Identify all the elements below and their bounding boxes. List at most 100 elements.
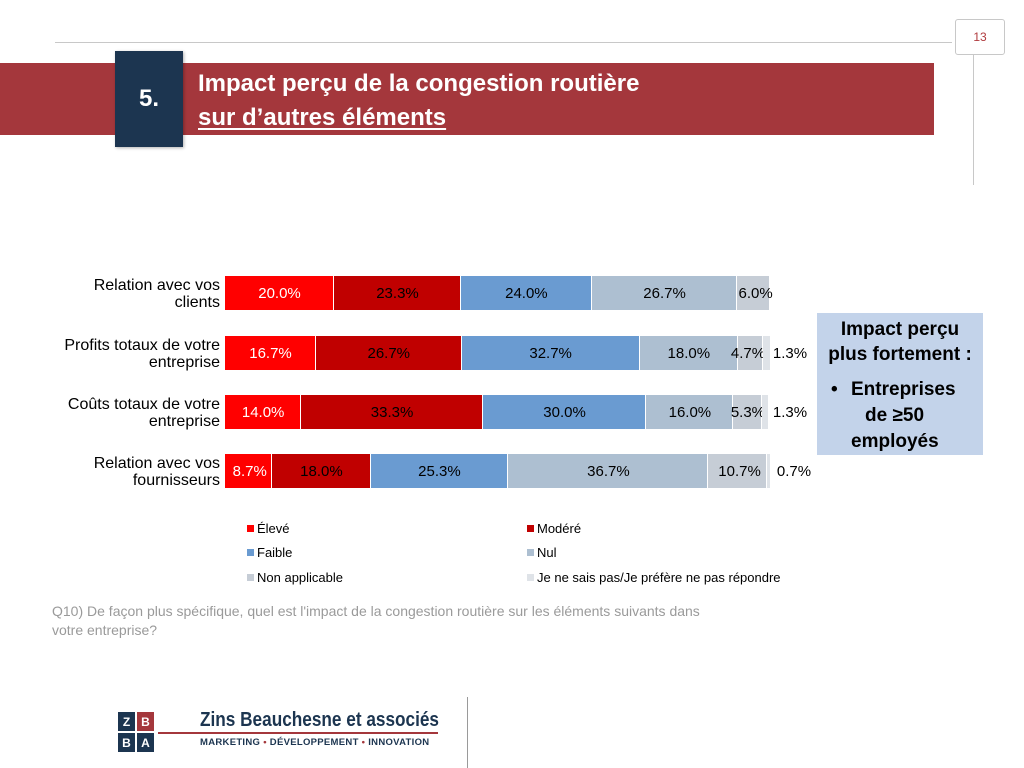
bar-segment [737, 336, 764, 370]
page-title: Impact perçu de la congestion routière s… [198, 67, 639, 135]
legend-item: Élevé [247, 521, 290, 536]
bar-segment [225, 276, 334, 310]
data-label: 16.0% [668, 404, 712, 421]
bar-segment [225, 454, 273, 488]
category-label-line: entreprise [148, 413, 220, 430]
legend-label: Nul [537, 545, 557, 560]
category-label: Relation avec vos clients [10, 277, 220, 311]
bar-segment [591, 276, 738, 310]
category-label-line: fournisseurs [132, 472, 220, 489]
page-title-line-1: Impact perçu de la congestion routière [198, 70, 640, 97]
bar-segment [762, 395, 770, 429]
company-tagline: MARKETING • DÉVELOPPEMENT • INNOVATION [200, 737, 429, 748]
bar-segment [225, 395, 302, 429]
data-label: 6.0% [738, 285, 773, 302]
bar-segment [334, 276, 461, 310]
bar-segment [461, 336, 640, 370]
data-label: 14.0% [241, 404, 285, 421]
category-label-line: entreprise [148, 354, 220, 371]
bar-segment [639, 336, 738, 370]
data-label: 1.3% [772, 345, 808, 362]
legend-swatch [527, 525, 534, 532]
legend-label: Modéré [537, 521, 582, 536]
bar-segment [460, 276, 592, 310]
bar-segment [763, 336, 771, 370]
data-label: 16.7% [249, 345, 292, 362]
bar-segment [225, 336, 316, 370]
logo-cell-b-bottom: B [118, 733, 135, 752]
data-label: 4.7% [730, 345, 766, 362]
bar-segment [766, 454, 771, 488]
callout-bullet-line-2: de ≥50 [865, 405, 925, 426]
footer-divider [467, 697, 468, 768]
data-label: 0.7% [776, 463, 812, 480]
data-label: 1.3% [772, 404, 808, 421]
data-label: 23.3% [376, 285, 419, 302]
callout-list: Entreprises de ≥50 employés [817, 377, 983, 455]
callout-bullet-line-1: Entreprises [851, 379, 956, 400]
data-label: 32.7% [529, 345, 572, 362]
bar-segment [708, 454, 767, 488]
data-label: 18.0% [667, 345, 711, 362]
category-label-line: clients [174, 294, 220, 311]
category-label-line: Relation avec vos [93, 455, 220, 472]
data-label: 26.7% [367, 345, 411, 362]
section-number: 5. [115, 51, 183, 147]
data-label: 25.3% [418, 463, 461, 480]
company-logo: Z B B A [118, 712, 154, 752]
bar-segment [301, 395, 483, 429]
tagline-innovation: INNOVATION [368, 737, 430, 748]
bar-segment [733, 395, 763, 429]
data-label: 33.3% [370, 404, 414, 421]
data-label: 30.0% [543, 404, 586, 421]
logo-cell-z: Z [118, 712, 135, 731]
callout-heading-line-2: plus fortement : [828, 344, 972, 365]
bar-segment [508, 454, 709, 488]
bar-segment [737, 276, 770, 310]
logo-rule [158, 732, 438, 734]
legend-item: Non applicable [247, 570, 343, 585]
tagline-separator: • [361, 737, 366, 748]
company-name: Zins Beauchesne et associés [200, 709, 440, 731]
legend-item: Je ne sais pas/Je préfère ne pas répondr… [527, 570, 781, 585]
data-label: 18.0% [300, 463, 343, 480]
bar-segment [316, 336, 462, 370]
data-label: 24.0% [505, 285, 548, 302]
survey-question-line-1: Q10) De façon plus spécifique, quel est … [52, 603, 700, 619]
category-label-line: Relation avec vos [93, 277, 220, 294]
legend-label: Non applicable [257, 570, 344, 585]
header-divider-line [55, 42, 952, 43]
legend-item: Faible [247, 545, 292, 560]
category-label: Profits totaux de votre entreprise [10, 337, 220, 371]
tagline-developpement: DÉVELOPPEMENT [269, 737, 359, 748]
callout-heading-line-1: Impact perçu [840, 319, 960, 340]
legend-swatch [527, 574, 534, 581]
legend-label: Élevé [257, 521, 290, 536]
survey-question-line-2: votre entreprise? [52, 622, 158, 638]
legend-label: Faible [257, 545, 293, 560]
category-label-line: Profits totaux de votre [64, 337, 220, 354]
header-vertical-line [973, 55, 974, 185]
category-label: Coûts totaux de votre entreprise [10, 396, 220, 430]
data-label: 26.7% [643, 285, 686, 302]
bar-segment [272, 454, 371, 488]
bar-segment [646, 395, 734, 429]
legend-swatch [247, 525, 254, 532]
category-label-line: Coûts totaux de votre [67, 396, 220, 413]
page-title-line-2: sur d’autres éléments [198, 104, 447, 131]
category-label: Relation avec vos fournisseurs [10, 455, 220, 489]
data-label: 20.0% [258, 285, 301, 302]
callout-bullet-line-3: employés [851, 431, 939, 452]
legend-item: Nul [527, 545, 557, 560]
legend-swatch [247, 574, 254, 581]
data-label: 5.3% [730, 404, 766, 421]
logo-cell-b-top: B [137, 712, 154, 731]
tagline-marketing: MARKETING [200, 737, 261, 748]
legend-label: Je ne sais pas/Je préfère ne pas répondr… [537, 570, 781, 585]
tagline-separator: • [263, 737, 267, 748]
legend-item: Modéré [527, 521, 581, 536]
callout-box: Impact perçu plus fortement : Entreprise… [817, 313, 983, 455]
legend-swatch [247, 549, 254, 556]
callout-bullet: Entreprises de ≥50 employés [831, 377, 983, 455]
bar-segment [482, 395, 647, 429]
